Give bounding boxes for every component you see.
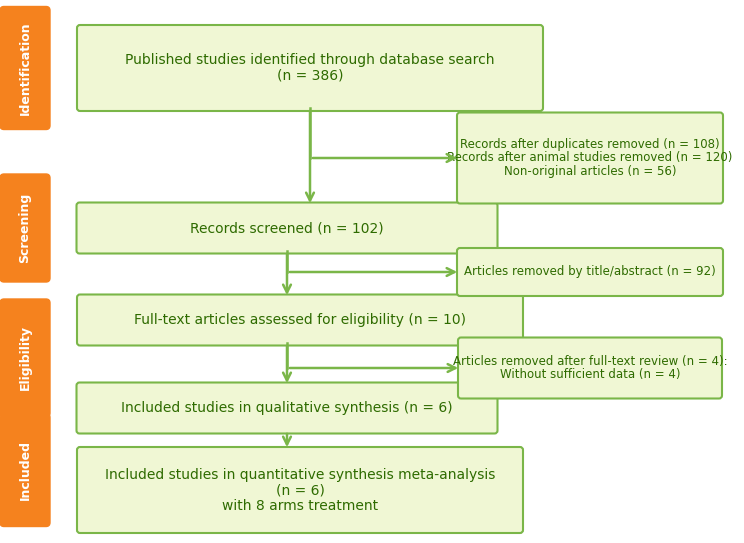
Text: Included studies in quantitative synthesis meta-analysis: Included studies in quantitative synthes… — [105, 468, 496, 482]
FancyBboxPatch shape — [0, 7, 50, 129]
Text: Screening: Screening — [19, 193, 31, 263]
Text: Full-text articles assessed for eligibility (n = 10): Full-text articles assessed for eligibil… — [134, 313, 466, 327]
FancyBboxPatch shape — [457, 112, 723, 204]
Text: Records after animal studies removed (n = 120): Records after animal studies removed (n … — [447, 151, 733, 165]
Text: Included: Included — [19, 440, 31, 500]
Text: Records after duplicates removed (n = 108): Records after duplicates removed (n = 10… — [461, 138, 719, 151]
FancyBboxPatch shape — [77, 294, 523, 345]
FancyBboxPatch shape — [77, 447, 523, 533]
FancyBboxPatch shape — [77, 25, 543, 111]
FancyBboxPatch shape — [458, 338, 722, 399]
Text: Non-original articles (n = 56): Non-original articles (n = 56) — [504, 165, 676, 178]
FancyBboxPatch shape — [0, 174, 50, 282]
Text: Articles removed by title/abstract (n = 92): Articles removed by title/abstract (n = … — [464, 266, 716, 279]
Text: Records screened (n = 102): Records screened (n = 102) — [190, 221, 384, 235]
Text: (n = 386): (n = 386) — [277, 69, 343, 83]
Text: with 8 arms treatment: with 8 arms treatment — [222, 498, 378, 513]
Text: Articles removed after full-text review (n = 4):: Articles removed after full-text review … — [452, 355, 728, 368]
FancyBboxPatch shape — [457, 248, 723, 296]
FancyBboxPatch shape — [77, 382, 498, 433]
Text: Without sufficient data (n = 4): Without sufficient data (n = 4) — [500, 368, 680, 381]
Text: Published studies identified through database search: Published studies identified through dat… — [125, 53, 495, 67]
Text: Included studies in qualitative synthesis (n = 6): Included studies in qualitative synthesi… — [121, 401, 453, 415]
FancyBboxPatch shape — [0, 414, 50, 527]
FancyBboxPatch shape — [77, 203, 498, 254]
Text: Eligibility: Eligibility — [19, 325, 31, 390]
FancyBboxPatch shape — [0, 299, 50, 417]
Text: (n = 6): (n = 6) — [275, 483, 324, 497]
Text: Identification: Identification — [19, 21, 31, 115]
